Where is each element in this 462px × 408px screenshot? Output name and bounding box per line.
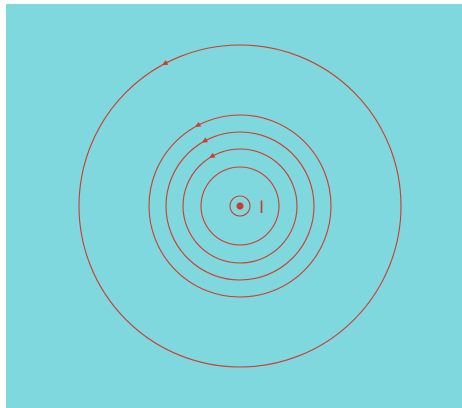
field-diagram-panel: I	[6, 4, 462, 408]
direction-arrow-ring-6	[161, 60, 169, 66]
field-line-ring-2	[200, 166, 280, 246]
direction-arrow-ring-3	[208, 152, 216, 159]
field-line-ring-6	[78, 44, 402, 368]
current-wire-dot	[236, 202, 244, 210]
field-line-ring-5	[148, 114, 332, 298]
current-label: I	[259, 198, 264, 218]
direction-arrow-ring-4	[201, 137, 209, 143]
direction-arrow-ring-5	[194, 121, 202, 128]
background	[6, 4, 462, 408]
magnetic-field-diagram: I	[6, 4, 462, 408]
field-line-ring-4	[165, 131, 315, 281]
field-lines	[78, 44, 402, 368]
field-line-ring-3	[182, 148, 298, 264]
field-line-ring-1	[229, 195, 251, 217]
